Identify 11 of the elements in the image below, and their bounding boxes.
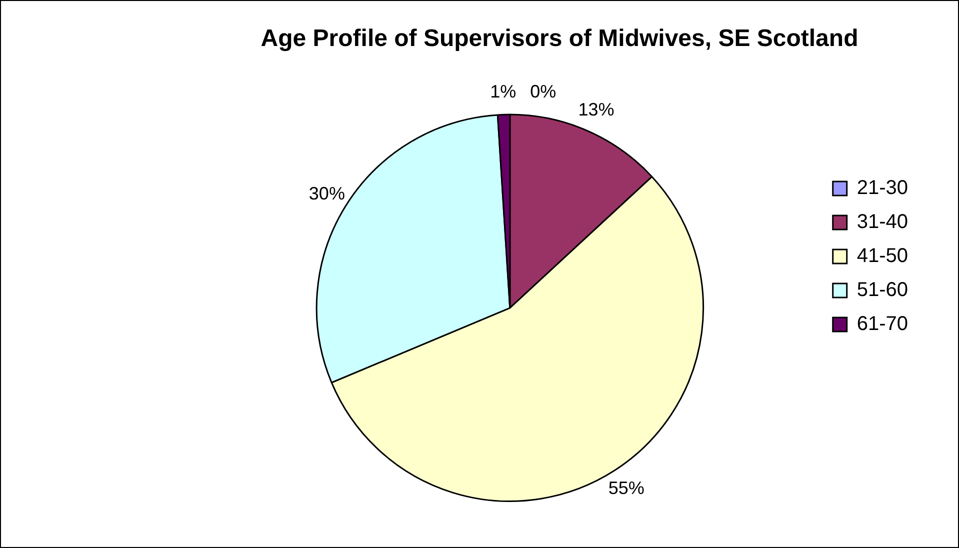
text: 0% bbox=[530, 82, 556, 102]
chart-title: Age Profile of Supervisors of Midwives, SE Scotland bbox=[260, 25, 858, 52]
data-label: 55% bbox=[608, 478, 644, 498]
data-label: 1% bbox=[490, 82, 516, 102]
legend-label: 41-50 bbox=[856, 245, 908, 268]
legend-label: 31-40 bbox=[856, 211, 908, 234]
data-label: 30% bbox=[308, 183, 345, 204]
legend-label: 61-70 bbox=[856, 313, 908, 336]
data-label: 13% bbox=[578, 100, 614, 120]
legend-label: 51-60 bbox=[856, 279, 908, 302]
legend-label: 21-30 bbox=[856, 177, 908, 200]
